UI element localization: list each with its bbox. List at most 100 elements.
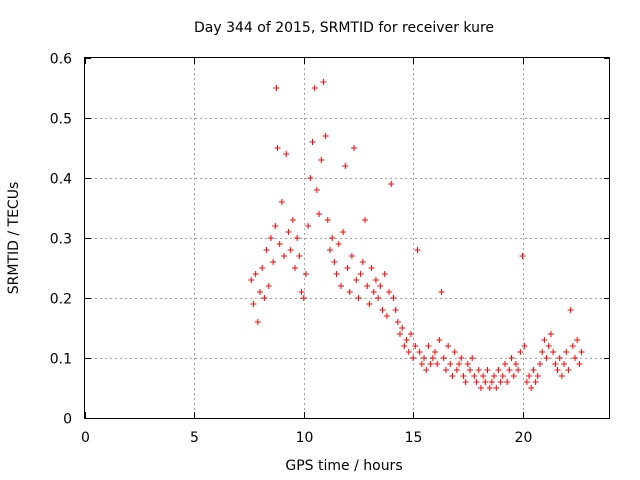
- data-point: [512, 361, 519, 367]
- data-point: [425, 343, 432, 349]
- data-point: [442, 367, 449, 373]
- data-point: [438, 289, 445, 295]
- data-point: [473, 379, 480, 385]
- data-points: [248, 79, 585, 391]
- data-point: [502, 361, 508, 367]
- data-point: [370, 289, 377, 295]
- data-point: [270, 259, 277, 265]
- data-point: [294, 235, 301, 241]
- data-point: [348, 253, 355, 259]
- y-tick-label: 0.1: [50, 352, 72, 368]
- data-point: [526, 373, 533, 379]
- data-point: [254, 319, 261, 325]
- data-point: [550, 349, 557, 355]
- data-point: [574, 337, 581, 343]
- data-point: [276, 241, 283, 247]
- data-point: [355, 295, 362, 301]
- y-tick-label: 0.5: [50, 112, 72, 128]
- data-point: [567, 307, 574, 313]
- data-point: [340, 229, 347, 235]
- data-point: [368, 265, 375, 271]
- data-point: [311, 85, 318, 91]
- data-point: [445, 343, 452, 349]
- data-point: [318, 157, 325, 163]
- data-point: [309, 139, 316, 145]
- y-tick-label: 0.2: [50, 292, 72, 308]
- data-point: [451, 349, 458, 355]
- data-point: [561, 361, 568, 367]
- data-point: [460, 373, 467, 379]
- data-point: [497, 379, 504, 385]
- data-point: [434, 361, 441, 367]
- data-point: [265, 283, 272, 289]
- data-point: [521, 343, 528, 349]
- data-point: [412, 343, 419, 349]
- data-point: [515, 367, 522, 373]
- data-point: [346, 289, 353, 295]
- data-point: [252, 271, 259, 277]
- data-point: [510, 373, 517, 379]
- x-axis-label: GPS time / hours: [285, 458, 402, 474]
- data-point: [259, 265, 266, 271]
- data-point: [403, 337, 410, 343]
- data-point: [281, 253, 288, 259]
- data-point: [379, 307, 386, 313]
- data-point: [392, 307, 399, 313]
- data-point: [482, 379, 489, 385]
- data-point: [364, 283, 371, 289]
- data-point: [410, 355, 417, 361]
- y-tick-label: 0.6: [50, 52, 72, 68]
- data-point: [456, 361, 463, 367]
- data-point: [537, 361, 543, 367]
- data-point: [342, 163, 349, 169]
- data-point: [519, 253, 526, 259]
- data-point: [283, 151, 290, 157]
- data-point: [407, 331, 414, 337]
- data-point: [576, 361, 583, 367]
- data-point: [554, 367, 561, 373]
- data-point: [453, 367, 460, 373]
- data-point: [333, 271, 340, 277]
- data-point: [405, 349, 412, 355]
- data-point: [467, 367, 473, 373]
- x-tick-label: 0: [81, 430, 90, 446]
- grid-lines: [85, 58, 610, 418]
- chart-title: Day 344 of 2015, SRMTID for receiver kur…: [194, 20, 494, 36]
- data-point: [447, 361, 454, 367]
- data-point: [331, 259, 338, 265]
- data-point: [464, 361, 471, 367]
- data-point: [499, 373, 506, 379]
- data-point: [362, 217, 368, 223]
- x-tick-label: 15: [405, 430, 423, 446]
- data-point: [416, 349, 423, 355]
- data-point: [359, 259, 366, 265]
- data-point: [432, 349, 438, 355]
- data-point: [421, 355, 428, 361]
- data-point: [390, 295, 397, 301]
- data-point: [377, 283, 384, 289]
- data-point: [329, 235, 336, 241]
- data-point: [532, 379, 539, 385]
- data-point: [399, 325, 406, 331]
- data-point: [372, 277, 379, 283]
- data-point: [565, 367, 572, 373]
- data-point: [569, 343, 576, 349]
- data-point: [429, 355, 436, 361]
- data-point: [386, 289, 393, 295]
- data-point: [285, 229, 292, 235]
- data-point: [539, 349, 546, 355]
- data-point: [383, 313, 390, 319]
- data-point: [552, 361, 559, 367]
- data-point: [534, 373, 541, 379]
- data-point: [316, 211, 323, 217]
- data-point: [530, 367, 537, 373]
- y-tick-label: 0: [63, 412, 72, 428]
- y-axis-label: SRMTID / TECUs: [6, 182, 22, 295]
- data-point: [556, 355, 563, 361]
- data-point: [414, 247, 421, 253]
- data-point: [480, 373, 487, 379]
- data-point: [324, 217, 331, 223]
- data-point: [313, 187, 320, 193]
- data-point: [351, 145, 358, 151]
- data-point: [357, 271, 364, 277]
